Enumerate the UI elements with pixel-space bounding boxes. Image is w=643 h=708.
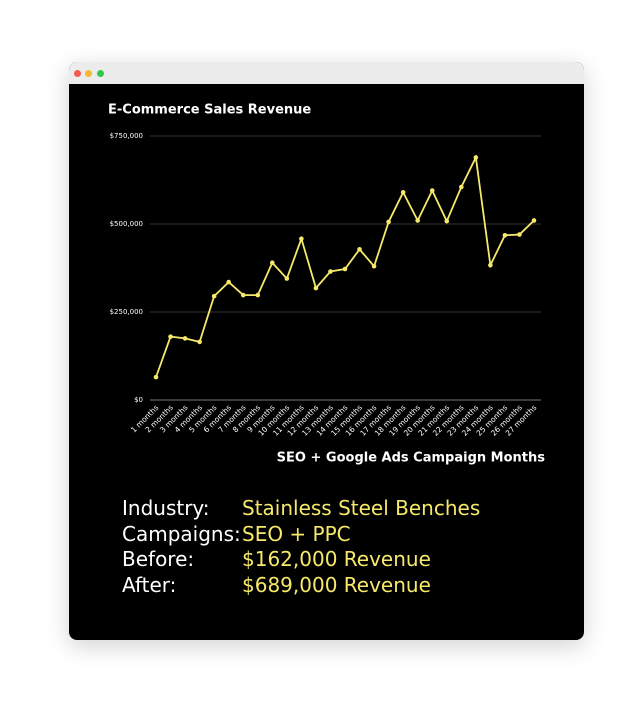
x-axis-title: SEO + Google Ads Campaign Months <box>277 451 546 466</box>
point <box>488 262 493 268</box>
point <box>168 334 173 339</box>
minimize-dot[interactable] <box>85 70 92 77</box>
point <box>415 218 420 223</box>
point <box>502 232 508 238</box>
point <box>299 236 304 242</box>
y-tick-label: $750,000 <box>110 132 143 140</box>
info-row: Campaigns: SEO + PPC <box>122 522 480 548</box>
title-bar <box>69 62 584 84</box>
info-row: Before: $162,000 Revenue <box>122 547 480 573</box>
point <box>211 293 217 299</box>
info-label: Before: <box>122 547 195 571</box>
info-value: $162,000 Revenue <box>242 547 431 571</box>
point <box>182 336 188 341</box>
point <box>517 232 522 237</box>
point <box>444 218 450 224</box>
point <box>240 292 246 298</box>
point <box>400 190 406 195</box>
info-block: Industry: Stainless Steel Benches Campaign… <box>122 496 480 598</box>
point <box>357 247 362 252</box>
chart: E-Commerce Sales Revenue SEO + Google Ad… <box>108 103 546 466</box>
point <box>371 263 377 269</box>
chart-title: E-Commerce Sales Revenue <box>108 103 311 118</box>
maximize-dot[interactable] <box>97 70 104 77</box>
info-label: After: <box>122 572 177 597</box>
point <box>197 339 202 345</box>
point <box>531 218 537 223</box>
info-row: Industry: Stainless Steel Benches <box>122 496 480 522</box>
info-value: $689,000 Revenue <box>242 572 431 597</box>
point <box>342 266 348 272</box>
info-value: SEO + PPC <box>242 521 351 546</box>
point <box>313 285 319 291</box>
point <box>473 155 479 160</box>
y-tick-label: $500,000 <box>110 220 143 228</box>
y-tick-label: $0 <box>134 396 143 404</box>
point <box>284 276 290 281</box>
y-tick-label: $250,000 <box>110 308 143 316</box>
point <box>459 184 464 190</box>
info-row: After: $689,000 Revenue <box>122 573 480 599</box>
browser-window: E-Commerce Sales Revenue SEO + Google Ad… <box>69 62 584 640</box>
point <box>153 374 159 380</box>
point <box>255 292 261 298</box>
info-label: Campaigns: <box>122 521 241 546</box>
point <box>386 219 391 225</box>
point <box>226 279 231 285</box>
close-dot[interactable] <box>74 70 81 77</box>
point <box>429 188 435 193</box>
info-label: Industry: <box>122 496 210 520</box>
point <box>270 260 275 266</box>
info-value: Stainless Steel Benches <box>242 496 481 520</box>
point <box>328 269 333 274</box>
